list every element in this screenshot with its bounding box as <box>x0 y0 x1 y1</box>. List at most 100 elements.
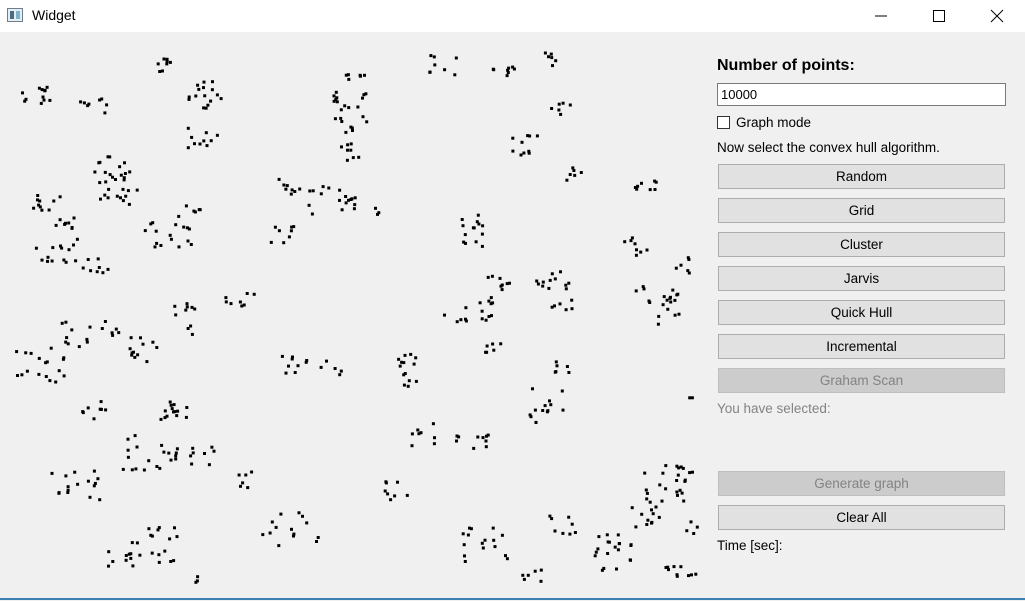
point <box>338 188 342 192</box>
point <box>511 136 515 140</box>
point <box>641 285 645 289</box>
point <box>332 94 336 98</box>
point <box>594 550 598 554</box>
point <box>650 508 653 512</box>
close-button[interactable] <box>968 0 1025 32</box>
point <box>461 532 465 536</box>
point <box>543 51 547 55</box>
point <box>185 226 189 230</box>
point <box>209 99 213 103</box>
point <box>656 322 660 326</box>
point <box>557 108 561 112</box>
point <box>480 317 484 321</box>
point <box>98 407 102 411</box>
point <box>287 235 291 239</box>
point <box>519 153 523 157</box>
graham-scan-button[interactable]: Graham Scan <box>718 368 1005 393</box>
point <box>648 301 652 304</box>
point <box>645 248 649 252</box>
point <box>45 360 49 364</box>
point <box>165 62 169 66</box>
point <box>485 344 489 348</box>
point <box>633 186 637 189</box>
point <box>600 568 604 572</box>
random-button[interactable]: Random <box>718 164 1005 189</box>
point <box>296 364 300 368</box>
point <box>645 491 649 495</box>
point <box>508 281 511 285</box>
quick-hull-button[interactable]: Quick Hull <box>718 300 1005 325</box>
maximize-button[interactable] <box>910 0 968 32</box>
point <box>319 365 323 369</box>
point <box>96 257 100 261</box>
point <box>310 212 314 216</box>
point <box>531 387 534 391</box>
clear-all-button[interactable]: Clear All <box>718 505 1005 530</box>
point <box>674 266 678 270</box>
point <box>305 521 309 525</box>
point <box>237 473 241 477</box>
point <box>403 353 407 357</box>
point <box>167 451 171 455</box>
point <box>664 566 668 569</box>
point <box>193 307 197 311</box>
point <box>443 68 447 72</box>
cluster-button[interactable]: Cluster <box>718 232 1005 257</box>
point <box>210 88 214 92</box>
point <box>174 313 178 317</box>
point <box>98 498 102 502</box>
point <box>66 342 70 346</box>
point <box>640 512 644 516</box>
point <box>506 71 510 74</box>
point <box>541 409 545 412</box>
point <box>573 531 577 534</box>
point <box>174 223 178 227</box>
point <box>490 314 493 318</box>
point <box>186 327 190 330</box>
point <box>669 295 672 299</box>
point <box>677 466 681 470</box>
point <box>533 408 537 412</box>
point <box>52 199 56 203</box>
point <box>694 572 698 576</box>
point <box>680 491 684 495</box>
point <box>639 250 643 254</box>
point-canvas[interactable] <box>0 34 708 597</box>
point <box>564 308 568 312</box>
point <box>46 259 49 263</box>
point <box>130 468 134 472</box>
generate-graph-button[interactable]: Generate graph <box>718 471 1005 496</box>
point <box>492 538 496 542</box>
point <box>675 479 679 482</box>
point <box>522 577 526 581</box>
point <box>111 333 115 337</box>
grid-button[interactable]: Grid <box>718 198 1005 223</box>
minimize-button[interactable] <box>852 0 910 32</box>
point <box>428 70 432 74</box>
graph-mode-checkbox[interactable] <box>717 116 730 129</box>
point <box>676 473 680 477</box>
point <box>521 573 525 577</box>
jarvis-button[interactable]: Jarvis <box>718 266 1005 291</box>
point <box>51 246 55 250</box>
point <box>550 56 554 60</box>
point <box>646 518 650 522</box>
point <box>287 364 290 368</box>
point <box>533 569 537 573</box>
point <box>527 149 531 153</box>
incremental-button[interactable]: Incremental <box>718 334 1005 359</box>
point <box>356 105 360 109</box>
point <box>107 550 111 554</box>
point <box>279 512 283 516</box>
point <box>75 237 79 241</box>
point <box>177 245 181 249</box>
point <box>66 488 70 492</box>
point <box>187 97 191 101</box>
point <box>512 67 516 71</box>
point <box>635 248 638 252</box>
point <box>570 522 574 526</box>
point <box>344 73 348 77</box>
point <box>498 276 502 280</box>
number-of-points-input[interactable] <box>717 83 1006 106</box>
point <box>664 464 668 468</box>
